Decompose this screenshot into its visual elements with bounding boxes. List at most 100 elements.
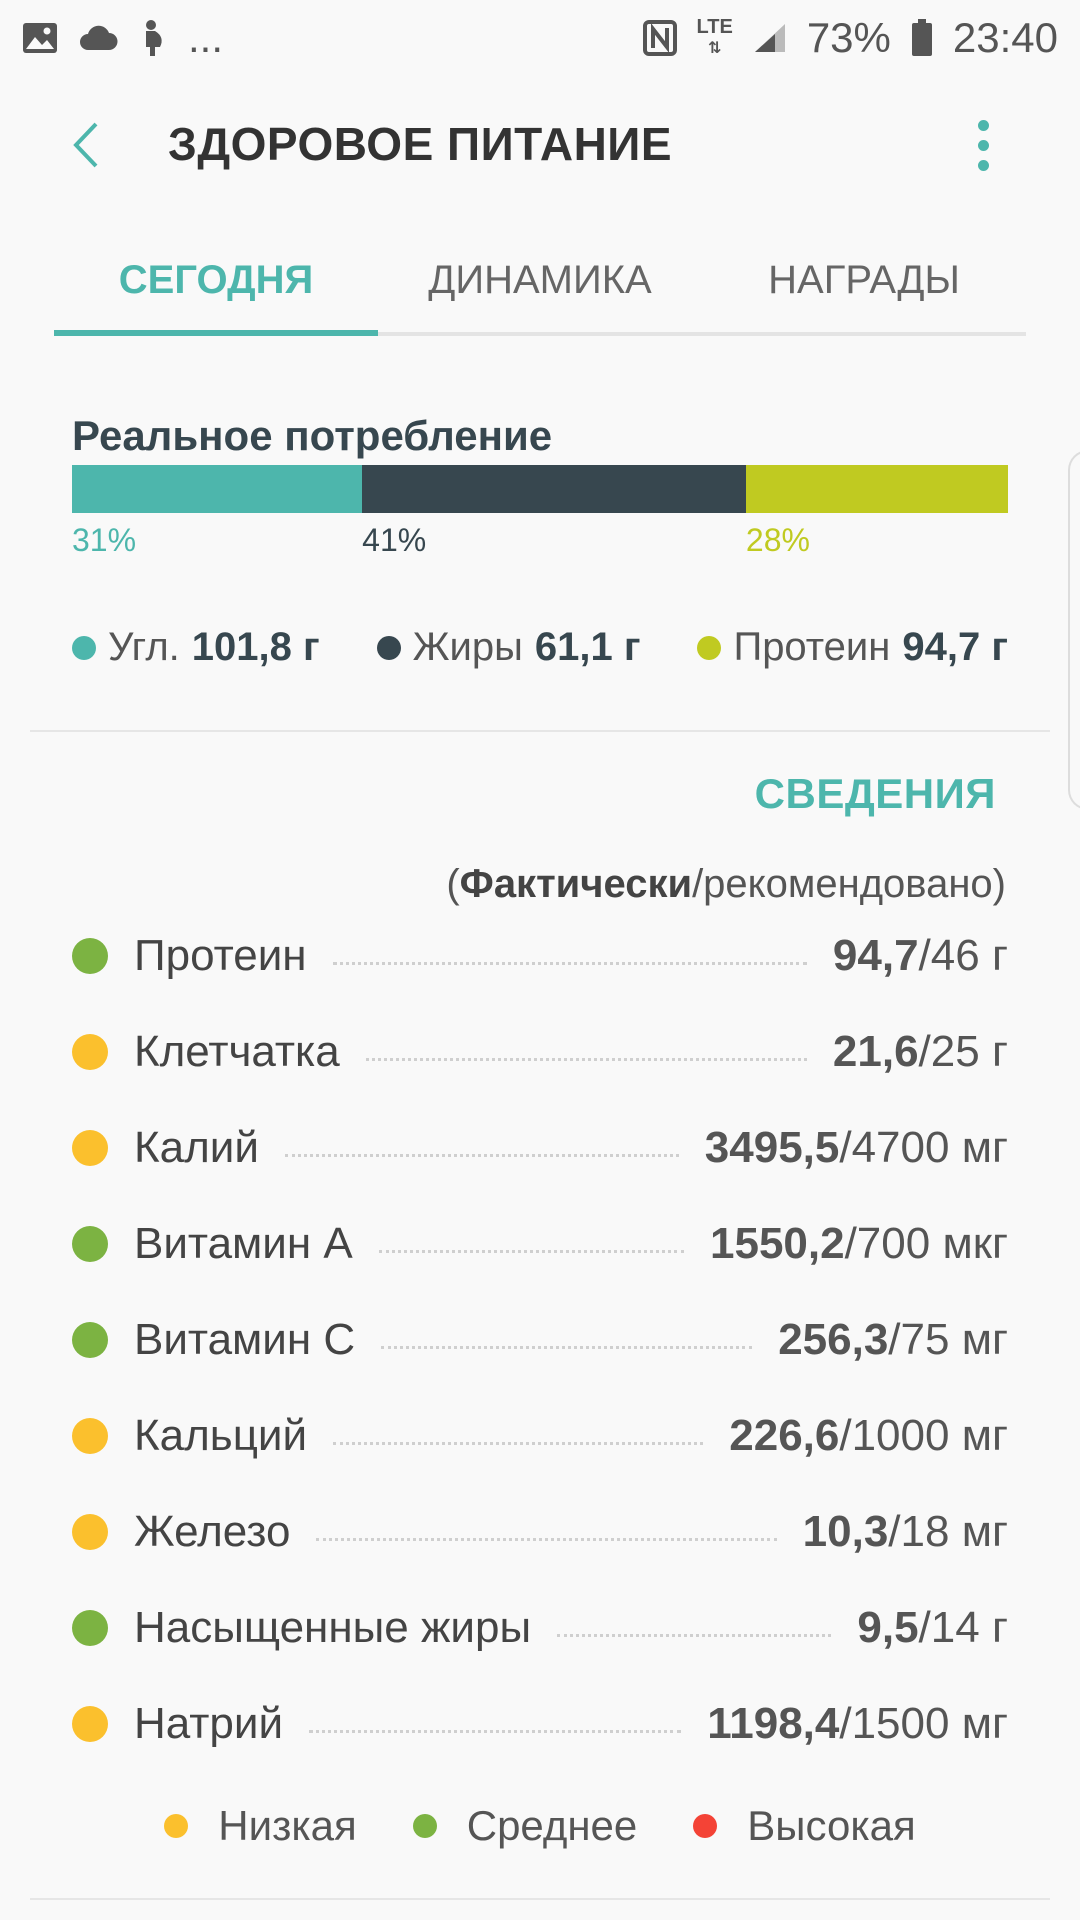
level-dot	[72, 1514, 108, 1550]
nutrient-name: Кальций	[134, 1411, 308, 1460]
chevron-left-icon	[73, 122, 98, 168]
actual-recommended-header: (Фактически/рекомендовано)	[446, 862, 1006, 907]
nutrient-name: Насыщенные жиры	[134, 1603, 532, 1652]
page-title: ЗДОРОВОЕ ПИТАНИЕ	[168, 118, 673, 170]
level-legend-item: Низкая	[164, 1802, 357, 1850]
intake-percent-carbs: 31%	[72, 522, 137, 558]
nutrient-name: Натрий	[134, 1699, 284, 1748]
nutrient-actual: 1198,4	[707, 1699, 840, 1748]
level-dot	[72, 1034, 108, 1070]
network-type: LTE	[696, 16, 733, 38]
nutrient-row: Калий 3495,5/4700 мг	[72, 1100, 1008, 1196]
level-legend-item: Среднее	[412, 1802, 638, 1850]
nutrient-actual: 21,6	[832, 1027, 919, 1076]
level-label: Высокая	[747, 1802, 916, 1849]
tab-dynamics[interactable]: ДИНАМИКА	[428, 258, 652, 302]
divider	[30, 1898, 1050, 1900]
level-dot	[72, 1322, 108, 1358]
nutrient-actual: 256,3	[778, 1315, 889, 1364]
level-label: Среднее	[466, 1802, 638, 1849]
dotted-leader	[333, 1441, 704, 1445]
nutrient-row: Клетчатка 21,6/25 г	[72, 1004, 1008, 1100]
macro-carbs: Угл. 101,8 г	[72, 625, 320, 670]
nutrient-value: 21,6/25 г	[833, 1027, 1008, 1077]
intake-percent-protein: 28%	[745, 522, 810, 558]
intake-segment-carbs	[72, 465, 363, 513]
level-dot	[693, 1814, 718, 1838]
tab-awards[interactable]: НАГРАДЫ	[768, 258, 960, 302]
macro-label: Угл.	[108, 625, 180, 669]
nutrient-recommended: /75 мг	[888, 1315, 1008, 1364]
nutrient-actual: 9,5	[857, 1603, 919, 1652]
nutrient-list: Протеин 94,7/46 г Клетчатка 21,6/25 г Калий 3…	[72, 908, 1008, 1772]
app-bar: ЗДОРОВОЕ ПИТАНИЕ	[0, 90, 1080, 200]
level-legend: Низкая Среднее Высокая	[0, 1802, 1080, 1850]
level-dot	[72, 938, 108, 974]
battery-percent: 73%	[806, 14, 891, 61]
status-bar: ... LTE ⇅ 73% 23:40	[0, 0, 1080, 76]
macro-label: Жиры	[412, 625, 523, 669]
level-dot	[164, 1814, 189, 1838]
dotted-leader	[378, 1249, 684, 1253]
nutrient-value: 10,3/18 мг	[803, 1507, 1008, 1557]
scroll-handle[interactable]	[1068, 450, 1080, 810]
back-button[interactable]	[55, 112, 115, 178]
nutrient-actual: 1550,2	[710, 1219, 845, 1268]
intake-title: Реальное потребление	[72, 412, 553, 459]
header-recommended: /рекомендовано)	[692, 862, 1006, 906]
dotted-leader	[557, 1633, 832, 1637]
level-label: Низкая	[218, 1802, 357, 1849]
level-dot	[412, 1814, 437, 1838]
nutrient-value: 1198,4/1500 мг	[707, 1699, 1008, 1749]
macro-label: Протеин	[733, 625, 891, 669]
nutrient-name: Калий	[134, 1123, 259, 1172]
divider	[30, 730, 1050, 732]
pregnancy-icon	[138, 19, 168, 57]
nutrient-value: 9,5/14 г	[857, 1603, 1008, 1653]
nutrient-name: Протеин	[134, 931, 307, 980]
dotted-leader	[365, 1057, 807, 1061]
dotted-leader	[381, 1345, 753, 1349]
dotted-leader	[332, 961, 807, 965]
more-options-button[interactable]	[958, 112, 1008, 178]
nutrient-recommended: /46 г	[918, 931, 1008, 980]
nutrient-value: 226,6/1000 мг	[729, 1411, 1008, 1461]
nutrient-actual: 3495,5	[704, 1123, 840, 1172]
nutrient-row: Насыщенные жиры 9,5/14 г	[72, 1580, 1008, 1676]
level-dot	[72, 1418, 108, 1454]
protein-dot	[697, 635, 722, 660]
macro-legend: Угл. 101,8 г Жиры 61,1 г Протеин 94,7 г	[72, 625, 1008, 670]
nutrient-recommended: /25 г	[918, 1027, 1008, 1076]
nutrient-row: Железо 10,3/18 мг	[72, 1484, 1008, 1580]
nutrient-value: 94,7/46 г	[833, 931, 1008, 981]
signal-icon	[753, 22, 787, 54]
nutrient-name: Железо	[134, 1507, 291, 1556]
details-button[interactable]: СВЕДЕНИЯ	[754, 770, 996, 817]
dotted-leader	[309, 1729, 682, 1733]
nutrient-row: Натрий 1198,4/1500 мг	[72, 1676, 1008, 1772]
header-open: (	[446, 862, 460, 906]
dotted-leader	[284, 1153, 679, 1157]
level-legend-item: Высокая	[693, 1802, 916, 1850]
intake-segment-fats	[362, 465, 746, 513]
macro-protein: Протеин 94,7 г	[697, 625, 1008, 670]
intake-segment-protein	[745, 465, 1008, 513]
tab-bar: СЕГОДНЯ ДИНАМИКА НАГРАДЫ	[54, 238, 1026, 336]
nutrient-recommended: /18 мг	[888, 1507, 1008, 1556]
macro-value: 101,8 г	[191, 625, 320, 669]
nutrient-row: Кальций 226,6/1000 мг	[72, 1388, 1008, 1484]
nutrient-value: 1550,2/700 мкг	[710, 1219, 1008, 1269]
gallery-icon	[22, 22, 58, 54]
macro-fats: Жиры 61,1 г	[376, 625, 641, 670]
nutrient-value: 3495,5/4700 мг	[705, 1123, 1008, 1173]
fats-dot	[376, 635, 401, 660]
intake-bar	[72, 465, 1008, 513]
tab-today[interactable]: СЕГОДНЯ	[54, 238, 378, 336]
carbs-dot	[72, 635, 96, 660]
more-vert-icon	[977, 119, 989, 131]
header-actual: Фактически	[459, 862, 693, 906]
nfc-icon	[642, 20, 677, 56]
level-dot	[72, 1706, 108, 1742]
level-dot	[72, 1130, 108, 1166]
nutrient-actual: 94,7	[832, 931, 919, 980]
